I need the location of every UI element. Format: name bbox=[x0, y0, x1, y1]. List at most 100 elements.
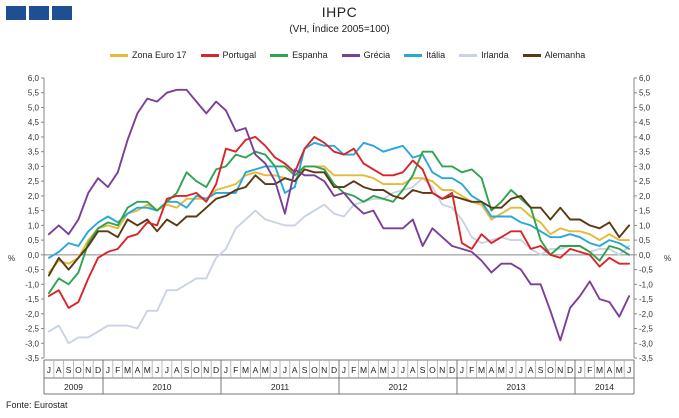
month-tick-label: F bbox=[587, 365, 592, 375]
legend-label: Alemanha bbox=[544, 50, 586, 60]
y-tick-label-left: -1,0 bbox=[25, 280, 39, 289]
month-tick-label: A bbox=[174, 365, 180, 375]
month-tick-label: F bbox=[469, 365, 474, 375]
month-tick-label: M bbox=[478, 365, 485, 375]
legend-swatch bbox=[200, 53, 219, 57]
month-tick-label: J bbox=[519, 365, 523, 375]
y-tick-label-right: -2,5 bbox=[639, 325, 653, 334]
y-tick-label-left: 4,0 bbox=[28, 133, 40, 142]
month-tick-label: S bbox=[66, 365, 72, 375]
legend-swatch bbox=[270, 53, 289, 57]
series-line-4 bbox=[47, 141, 631, 259]
y-tick-label-right: 2,0 bbox=[639, 192, 651, 201]
month-tick-label: S bbox=[538, 365, 544, 375]
y-tick-label-left: -0,5 bbox=[25, 266, 39, 275]
month-tick-label: M bbox=[498, 365, 505, 375]
legend: Zona Euro 17 Portugal Espanha Grécia Itália I… bbox=[110, 50, 585, 60]
series-line-3 bbox=[47, 88, 631, 342]
month-tick-label: A bbox=[489, 365, 495, 375]
logo-block-3 bbox=[52, 6, 72, 20]
y-unit-label-right: % bbox=[664, 254, 671, 263]
legend-label: Zona Euro 17 bbox=[132, 50, 187, 60]
month-tick-label: F bbox=[351, 365, 356, 375]
y-tick-label-right: 5,0 bbox=[639, 103, 651, 112]
series-line-6 bbox=[47, 168, 631, 277]
y-tick-label-left: -2,5 bbox=[25, 325, 39, 334]
month-tick-label: J bbox=[224, 365, 228, 375]
chart-title: IHPC bbox=[321, 4, 358, 20]
month-tick-label: O bbox=[75, 365, 82, 375]
legend-label: Portugal bbox=[222, 50, 257, 60]
y-tick-label-right: -2,0 bbox=[639, 310, 653, 319]
month-tick-label: M bbox=[262, 365, 269, 375]
logo-block-1 bbox=[6, 6, 26, 20]
legend-item: Grécia bbox=[341, 50, 391, 60]
month-tick-label: D bbox=[331, 365, 337, 375]
month-tick-label: M bbox=[242, 365, 249, 375]
logo-blocks bbox=[6, 6, 72, 20]
y-tick-label-right: 4,5 bbox=[639, 118, 651, 127]
month-tick-label: A bbox=[607, 365, 613, 375]
legend-label: Itália bbox=[426, 50, 446, 60]
y-tick-label-left: 1,0 bbox=[28, 221, 40, 230]
month-tick-label: O bbox=[193, 365, 200, 375]
month-tick-label: M bbox=[124, 365, 131, 375]
legend-item: Alemanha bbox=[522, 50, 586, 60]
legend-swatch bbox=[341, 53, 360, 57]
y-tick-label-left: 5,0 bbox=[28, 103, 40, 112]
month-tick-label: J bbox=[391, 365, 395, 375]
y-tick-label-right: 1,0 bbox=[639, 221, 651, 230]
y-tick-label-left: -2,0 bbox=[25, 310, 39, 319]
y-tick-label-right: 4,0 bbox=[639, 133, 651, 142]
month-tick-label: J bbox=[273, 365, 277, 375]
month-tick-label: J bbox=[106, 365, 110, 375]
month-tick-label: J bbox=[460, 365, 464, 375]
legend-item: Espanha bbox=[270, 50, 328, 60]
logo-block-2 bbox=[29, 6, 49, 20]
y-tick-label-left: 4,5 bbox=[28, 118, 40, 127]
y-tick-label-right: -0,5 bbox=[639, 266, 653, 275]
y-tick-label-right: 6,0 bbox=[639, 74, 651, 83]
y-tick-label-left: 2,0 bbox=[28, 192, 40, 201]
legend-item: Zona Euro 17 bbox=[110, 50, 187, 60]
month-tick-label: A bbox=[410, 365, 416, 375]
month-tick-label: N bbox=[321, 365, 327, 375]
year-label: 2013 bbox=[507, 382, 526, 392]
month-tick-label: J bbox=[165, 365, 169, 375]
legend-label: Espanha bbox=[292, 50, 328, 60]
y-tick-label-right: 1,5 bbox=[639, 207, 651, 216]
y-tick-label-left: 5,5 bbox=[28, 89, 40, 98]
month-tick-label: O bbox=[311, 365, 318, 375]
y-tick-label-right: -3,0 bbox=[639, 339, 653, 348]
year-label: 2012 bbox=[389, 382, 408, 392]
legend-item: Portugal bbox=[200, 50, 257, 60]
y-tick-label-left: 3,0 bbox=[28, 162, 40, 171]
month-tick-label: N bbox=[85, 365, 91, 375]
month-tick-label: A bbox=[371, 365, 377, 375]
y-unit-label-left: % bbox=[8, 254, 15, 263]
y-tick-label-left: 6,0 bbox=[28, 74, 40, 83]
y-tick-label-left: 0,5 bbox=[28, 236, 40, 245]
y-tick-label-left: 0,0 bbox=[28, 251, 40, 260]
y-tick-label-left: -3,5 bbox=[25, 354, 39, 363]
month-tick-label: N bbox=[557, 365, 563, 375]
y-tick-label-left: 3,5 bbox=[28, 148, 40, 157]
month-tick-label: M bbox=[360, 365, 367, 375]
y-tick-label-left: 2,5 bbox=[28, 177, 40, 186]
y-tick-label-right: 5,5 bbox=[639, 89, 651, 98]
legend-swatch bbox=[110, 53, 128, 57]
month-tick-label: J bbox=[627, 365, 631, 375]
series-line-5 bbox=[47, 177, 631, 345]
month-tick-label: J bbox=[342, 365, 346, 375]
month-tick-label: D bbox=[449, 365, 455, 375]
legend-item: Irlanda bbox=[459, 50, 509, 60]
legend-label: Grécia bbox=[363, 50, 391, 60]
month-tick-label: J bbox=[47, 365, 51, 375]
month-tick-label: S bbox=[184, 365, 190, 375]
y-tick-label-left: -3,0 bbox=[25, 339, 39, 348]
month-tick-label: D bbox=[95, 365, 101, 375]
month-tick-label: J bbox=[578, 365, 582, 375]
y-tick-label-right: 3,0 bbox=[639, 162, 651, 171]
y-tick-label-right: -3,5 bbox=[639, 354, 653, 363]
month-tick-label: D bbox=[213, 365, 219, 375]
